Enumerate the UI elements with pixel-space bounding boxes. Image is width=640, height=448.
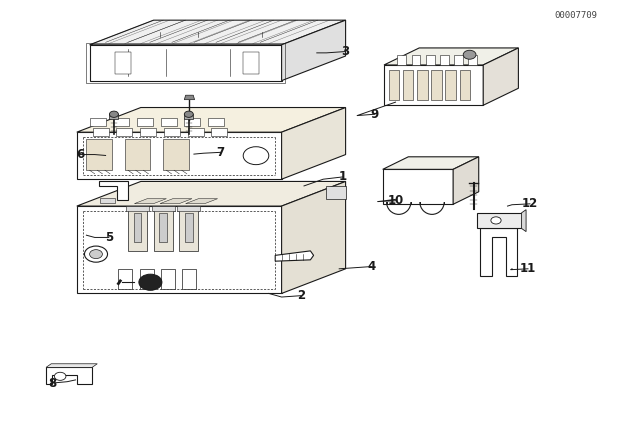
Polygon shape: [211, 128, 227, 136]
Polygon shape: [468, 55, 477, 65]
Polygon shape: [77, 206, 282, 293]
Polygon shape: [140, 269, 154, 289]
Polygon shape: [179, 208, 198, 251]
Polygon shape: [445, 70, 456, 100]
Text: 00007709: 00007709: [554, 11, 598, 20]
Polygon shape: [86, 139, 112, 170]
Polygon shape: [460, 70, 470, 100]
Polygon shape: [275, 251, 314, 261]
Polygon shape: [164, 128, 180, 136]
Text: 8: 8: [49, 376, 56, 390]
Polygon shape: [454, 55, 463, 65]
Polygon shape: [282, 20, 346, 81]
Text: 7: 7: [217, 146, 225, 159]
Polygon shape: [46, 367, 92, 384]
Polygon shape: [116, 128, 132, 136]
Polygon shape: [389, 70, 399, 100]
Polygon shape: [113, 118, 129, 126]
Polygon shape: [282, 108, 346, 179]
Polygon shape: [184, 114, 193, 119]
Polygon shape: [403, 70, 413, 100]
Polygon shape: [134, 198, 166, 203]
Polygon shape: [134, 213, 141, 242]
Text: 4: 4: [367, 260, 375, 273]
Polygon shape: [77, 108, 346, 132]
Polygon shape: [477, 213, 522, 228]
Polygon shape: [440, 55, 449, 65]
Polygon shape: [243, 52, 259, 74]
Text: 11: 11: [520, 262, 536, 276]
Polygon shape: [137, 118, 153, 126]
Polygon shape: [99, 181, 128, 200]
Polygon shape: [126, 206, 149, 211]
Polygon shape: [522, 210, 526, 232]
Polygon shape: [184, 95, 195, 99]
Polygon shape: [115, 52, 131, 74]
Polygon shape: [177, 206, 200, 211]
Circle shape: [90, 250, 102, 258]
Polygon shape: [426, 55, 435, 65]
Polygon shape: [90, 45, 282, 81]
Polygon shape: [161, 269, 175, 289]
Circle shape: [109, 111, 118, 117]
Text: 9: 9: [371, 108, 378, 121]
Polygon shape: [154, 208, 173, 251]
Circle shape: [243, 147, 269, 164]
Circle shape: [184, 111, 193, 117]
Polygon shape: [431, 70, 442, 100]
Polygon shape: [383, 169, 453, 204]
Polygon shape: [159, 213, 167, 242]
Polygon shape: [208, 118, 224, 126]
Polygon shape: [77, 181, 346, 206]
Polygon shape: [93, 128, 109, 136]
Polygon shape: [152, 206, 175, 211]
Polygon shape: [185, 213, 193, 242]
Polygon shape: [100, 198, 115, 203]
Polygon shape: [186, 198, 218, 203]
Circle shape: [491, 217, 501, 224]
Polygon shape: [109, 114, 118, 119]
Polygon shape: [412, 55, 420, 65]
Polygon shape: [188, 128, 204, 136]
Polygon shape: [397, 55, 406, 65]
Polygon shape: [182, 269, 196, 289]
Polygon shape: [140, 128, 156, 136]
Text: 10: 10: [387, 194, 404, 207]
Circle shape: [463, 50, 476, 59]
Text: 5: 5: [105, 231, 113, 244]
Polygon shape: [184, 118, 200, 126]
Polygon shape: [77, 132, 282, 179]
Text: 12: 12: [522, 197, 538, 211]
Polygon shape: [417, 70, 428, 100]
Polygon shape: [384, 65, 483, 105]
Polygon shape: [90, 20, 346, 45]
Polygon shape: [384, 48, 518, 65]
Polygon shape: [453, 157, 479, 204]
Text: 2: 2: [297, 289, 305, 302]
Text: 1: 1: [339, 170, 346, 184]
Polygon shape: [163, 139, 189, 170]
Polygon shape: [125, 139, 150, 170]
Text: 3: 3: [342, 45, 349, 58]
Polygon shape: [160, 198, 192, 203]
Polygon shape: [282, 181, 346, 293]
Polygon shape: [483, 48, 518, 105]
Circle shape: [54, 372, 66, 380]
Text: 6: 6: [76, 148, 84, 161]
Circle shape: [139, 274, 162, 290]
Polygon shape: [383, 157, 479, 169]
Circle shape: [84, 246, 108, 262]
Polygon shape: [326, 186, 346, 199]
Polygon shape: [46, 364, 97, 367]
Polygon shape: [128, 208, 147, 251]
Polygon shape: [161, 118, 177, 126]
Polygon shape: [480, 228, 517, 276]
Polygon shape: [90, 118, 106, 126]
Polygon shape: [118, 269, 132, 289]
